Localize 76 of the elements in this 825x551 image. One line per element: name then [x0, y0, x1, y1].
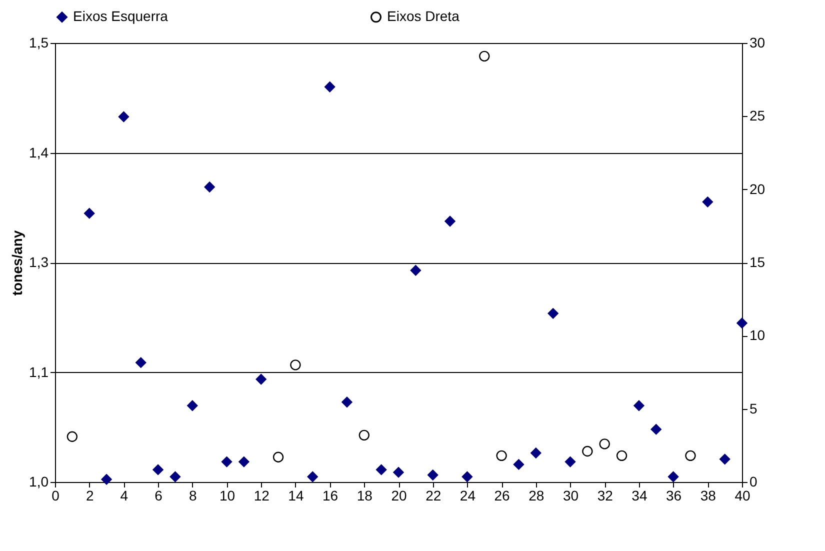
x-tick-label: 38 — [700, 488, 716, 504]
point — [256, 374, 266, 385]
point — [358, 430, 370, 441]
point — [272, 452, 284, 462]
point — [324, 82, 336, 92]
point — [410, 265, 422, 276]
point — [719, 454, 730, 465]
point — [187, 400, 198, 411]
point — [444, 216, 456, 227]
x-tick-label: 26 — [494, 488, 510, 504]
point — [152, 464, 164, 476]
x-tick-label: 14 — [288, 488, 304, 504]
point — [530, 448, 542, 458]
point — [170, 471, 181, 482]
x-tick-label: 12 — [254, 488, 270, 504]
point — [307, 471, 318, 482]
x-tick-label: 28 — [528, 488, 544, 504]
y2-tick-label: 30 — [750, 34, 766, 50]
y-tick-label: 1,4 — [29, 144, 49, 160]
point — [548, 308, 558, 319]
x-tick-label: 10 — [219, 488, 236, 504]
point — [84, 208, 95, 219]
point — [702, 196, 713, 208]
x-tick-label: 24 — [460, 488, 476, 504]
point — [238, 456, 250, 468]
point — [428, 470, 438, 480]
y2-tick-label: 15 — [750, 254, 766, 270]
point — [616, 450, 628, 461]
point — [66, 431, 78, 442]
x-tick-label: 18 — [356, 488, 373, 504]
point — [204, 182, 215, 192]
point — [342, 396, 352, 408]
point — [479, 50, 490, 62]
y-tick-label: 1,5 — [29, 34, 49, 50]
x-tick-label: 20 — [391, 488, 407, 504]
point — [668, 471, 679, 482]
x-tick-label: 0 — [52, 488, 60, 504]
x-tick-label: 34 — [632, 488, 648, 504]
point — [376, 464, 387, 476]
legend-label: Eixos Dreta — [387, 8, 460, 24]
y2-tick-label: 20 — [750, 180, 766, 197]
y2-tick-label: 10 — [750, 327, 766, 344]
x-tick-label: 2 — [86, 488, 94, 504]
point — [564, 456, 576, 468]
point — [118, 111, 130, 122]
y-tick-label: 1,1 — [29, 364, 49, 380]
point — [393, 467, 404, 478]
point — [221, 456, 232, 468]
x-tick-label: 40 — [734, 488, 750, 504]
y-tick-label: 1,3 — [29, 254, 49, 270]
point — [513, 459, 524, 470]
x-tick-label: 36 — [666, 488, 682, 504]
point — [582, 446, 593, 457]
y2-tick-label: 5 — [750, 400, 758, 416]
point — [599, 438, 610, 450]
point — [685, 450, 696, 461]
point — [462, 471, 473, 482]
x-tick-label: 16 — [322, 488, 338, 504]
y-axis-title: tones/any — [9, 230, 26, 296]
x-tick-label: 4 — [120, 488, 128, 504]
x-tick-label: 6 — [154, 488, 163, 504]
x-tick-label: 8 — [189, 488, 197, 504]
x-tick-label: 22 — [426, 488, 442, 504]
legend-label: Eixos Esquerra — [73, 8, 168, 24]
point — [101, 474, 112, 485]
point — [736, 318, 748, 328]
y2-tick-label: 25 — [750, 108, 766, 124]
point — [650, 424, 662, 435]
point — [634, 400, 644, 411]
y2-tick-label: 0 — [750, 474, 758, 490]
x-tick-label: 30 — [562, 488, 579, 504]
y-tick-label: 1,0 — [29, 474, 49, 490]
point — [136, 357, 146, 368]
point — [290, 360, 301, 370]
x-tick-label: 32 — [597, 488, 614, 504]
point — [496, 450, 507, 461]
